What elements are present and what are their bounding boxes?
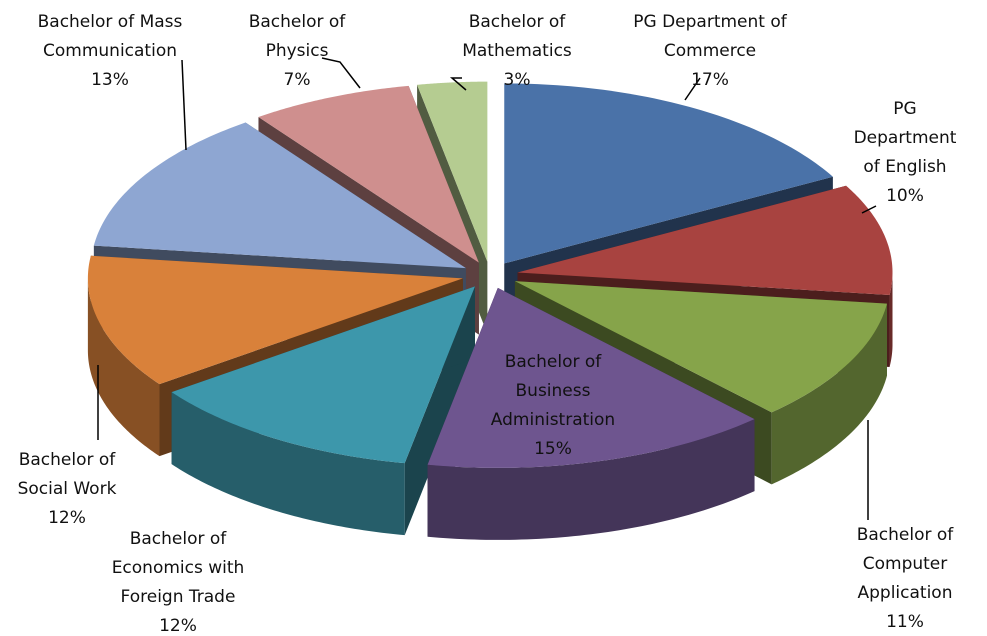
value-label: 15% <box>534 439 572 459</box>
slice-label: Bachelor of Economics with Foreign Trade… <box>103 525 253 636</box>
slice-label: PG Department of Commerce 17% <box>625 8 795 95</box>
category-name: Bachelor of Mathematics <box>462 12 572 61</box>
category-name: Bachelor of Business Administration <box>490 352 616 430</box>
slice <box>258 85 479 263</box>
value-label: 3% <box>503 70 531 90</box>
category-name: Bachelor of Physics <box>248 12 346 61</box>
category-name: PG Department of English <box>853 99 957 177</box>
slice <box>93 122 466 269</box>
slice-label: Bachelor of Business Administration 15% <box>478 348 628 464</box>
slice-side <box>427 419 755 540</box>
slice-side <box>889 272 893 368</box>
slice-label: Bachelor of Computer Application 11% <box>840 521 970 636</box>
category-name: Bachelor of Economics with Foreign Trade <box>111 529 245 607</box>
slice <box>504 83 833 264</box>
value-label: 10% <box>886 186 924 206</box>
slice <box>171 286 475 464</box>
value-label: 17% <box>691 70 729 90</box>
slice <box>427 287 755 468</box>
leader-line <box>181 59 187 151</box>
slice-label: Bachelor of Mass Communication 13% <box>20 8 200 95</box>
slice-label: Bachelor of Physics 7% <box>242 8 352 95</box>
leader-lines <box>97 57 877 520</box>
leader-line <box>321 57 361 89</box>
slice <box>514 281 887 413</box>
category-name: Bachelor of Social Work <box>17 450 117 499</box>
value-label: 12% <box>48 508 86 528</box>
value-label: 11% <box>886 612 924 632</box>
leader-line <box>861 205 877 214</box>
leader-line <box>684 77 701 101</box>
slice-label: Bachelor of Mathematics 3% <box>457 8 577 95</box>
leader-line <box>449 77 467 91</box>
slice-side <box>87 278 160 457</box>
slice-side <box>171 392 405 536</box>
slice <box>87 255 463 385</box>
value-label: 13% <box>91 70 129 90</box>
slice-side <box>771 303 887 485</box>
category-name: Bachelor of Computer Application <box>856 525 954 603</box>
slice-label: Bachelor of Social Work 12% <box>7 446 127 533</box>
category-name: PG Department of Commerce <box>633 12 787 61</box>
slices <box>87 81 893 540</box>
slice <box>417 81 488 262</box>
slice <box>517 185 893 296</box>
category-name: Bachelor of Mass Communication <box>37 12 183 61</box>
slice-label: PG Department of English 10% <box>844 95 966 211</box>
value-label: 7% <box>283 70 311 90</box>
value-label: 12% <box>159 616 197 636</box>
